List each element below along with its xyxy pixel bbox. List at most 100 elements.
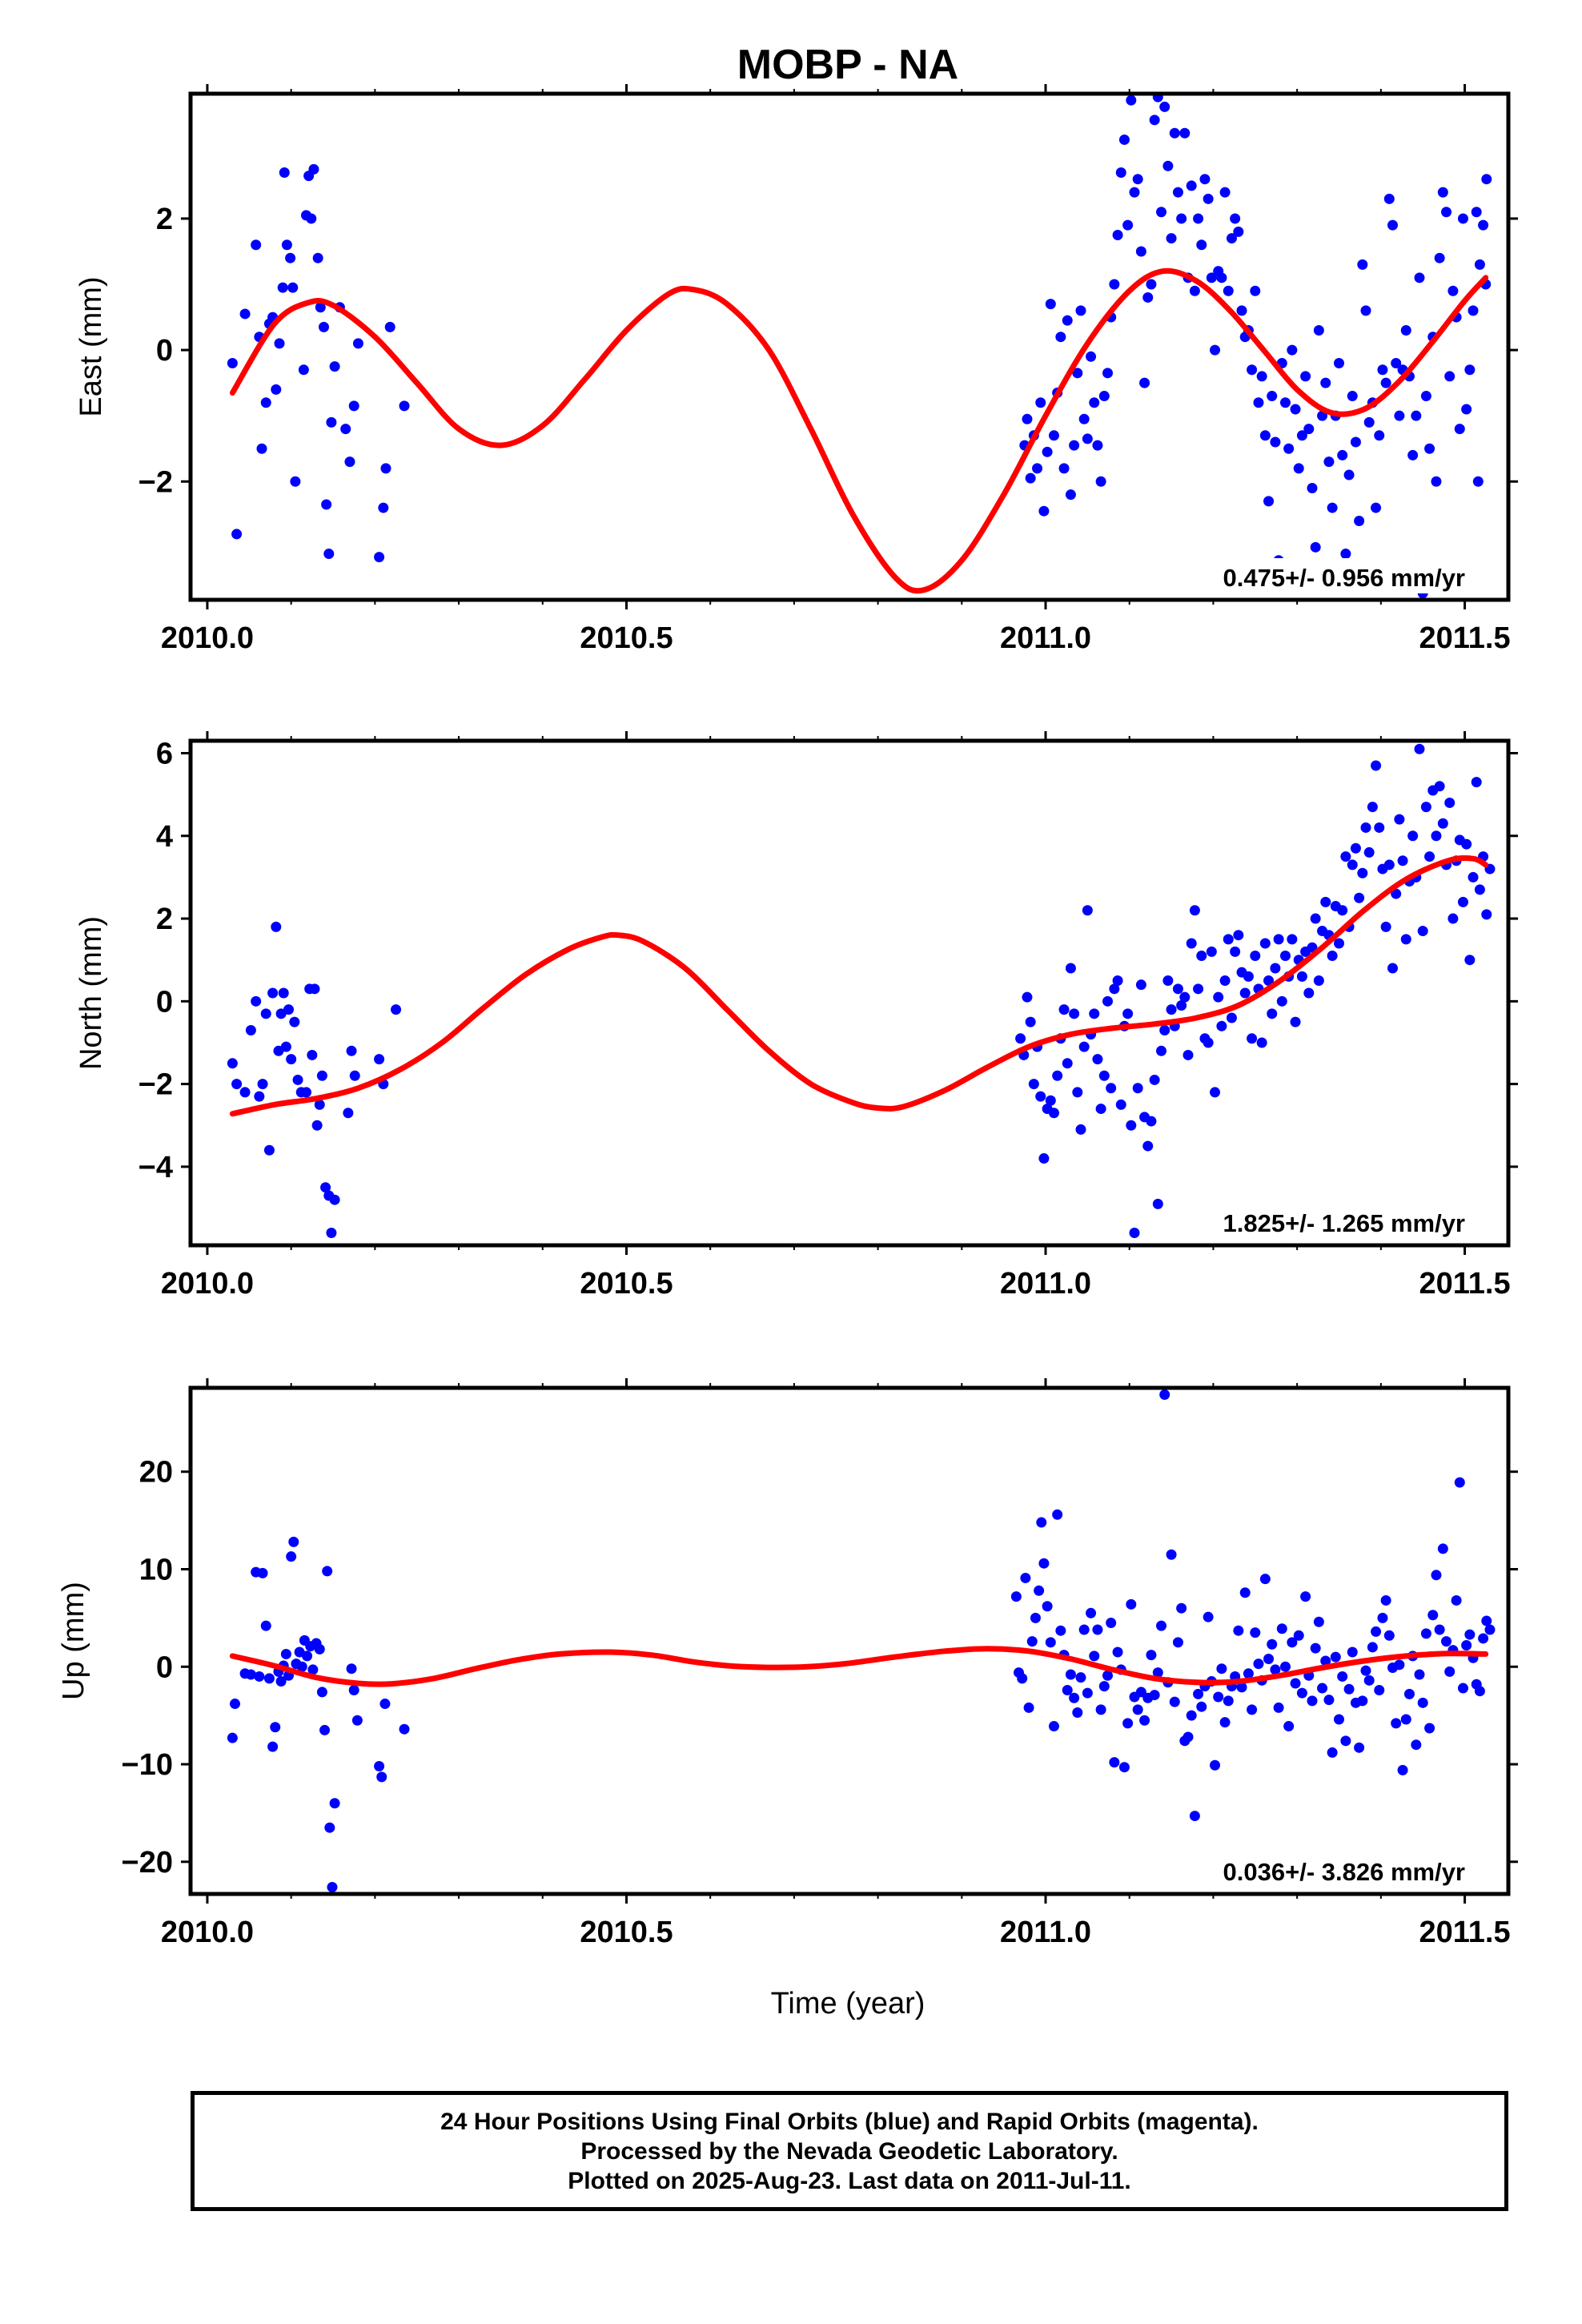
data-point <box>1189 905 1200 916</box>
data-point <box>1045 1095 1056 1106</box>
data-point <box>1333 938 1344 949</box>
data-point <box>1283 1721 1295 1732</box>
data-point <box>1387 219 1399 231</box>
data-point <box>1118 134 1130 145</box>
data-point <box>1323 456 1335 468</box>
data-point <box>1367 802 1378 813</box>
data-point <box>1098 1070 1110 1081</box>
data-point <box>1437 1543 1448 1554</box>
y-tick-label: 2 <box>156 903 173 936</box>
data-point <box>1226 233 1237 244</box>
data-point <box>1363 846 1375 858</box>
data-point <box>1343 1683 1355 1695</box>
data-point <box>1179 127 1191 139</box>
x-tick-label: 2010.0 <box>161 1916 254 1949</box>
data-point <box>1320 896 1331 907</box>
y-tick-label: 0 <box>156 1651 173 1684</box>
data-point <box>1279 951 1291 962</box>
data-point <box>1303 987 1315 999</box>
data-point <box>1146 279 1157 290</box>
data-point <box>1243 1668 1254 1679</box>
data-point <box>1169 127 1180 139</box>
data-point <box>1156 1620 1167 1631</box>
data-point <box>376 1771 387 1783</box>
data-point <box>399 1723 410 1735</box>
data-point <box>1354 516 1365 527</box>
data-point <box>1270 436 1281 448</box>
footer-line-orbits: 24 Hour Positions Using Final Orbits (bl… <box>440 2108 1259 2135</box>
data-point <box>1303 424 1315 435</box>
data-point <box>1380 1594 1391 1606</box>
x-tick-label: 2011.0 <box>1000 621 1091 655</box>
data-point <box>1367 1642 1378 1653</box>
data-point <box>1109 1757 1120 1768</box>
data-point <box>1159 1389 1170 1401</box>
data-point <box>1226 1012 1237 1023</box>
data-point <box>1407 830 1419 842</box>
data-point <box>1055 332 1066 343</box>
data-point <box>1219 187 1231 198</box>
data-point <box>1186 180 1197 191</box>
data-point <box>1203 1611 1214 1622</box>
data-point <box>1169 1696 1180 1707</box>
y-axis-label: Up (mm) <box>57 1582 90 1700</box>
data-point <box>1020 1572 1031 1583</box>
data-point <box>289 1016 300 1027</box>
data-point <box>309 983 320 995</box>
data-point <box>399 400 410 412</box>
panel-up: 2010.0 2010.5 2011.0 2011.5 20 10 0 −10 −20 Up (m… <box>57 1378 1518 1949</box>
footer-line-processed-by: Processed by the Nevada Geodetic Laborat… <box>580 2137 1118 2165</box>
fit-curve <box>229 854 1489 1117</box>
data-point <box>1149 115 1160 126</box>
data-point <box>1267 1008 1278 1019</box>
data-point <box>1095 476 1106 487</box>
data-point <box>1166 1549 1177 1560</box>
data-point <box>1400 934 1411 945</box>
velocity-rate-label: 0.036+/- 3.826 mm/yr <box>1223 1858 1465 1886</box>
data-point <box>323 549 335 560</box>
data-point <box>1069 1008 1080 1019</box>
data-point <box>1461 404 1472 415</box>
data-point <box>380 463 391 474</box>
data-point <box>1203 193 1214 204</box>
data-point <box>263 1144 275 1156</box>
data-point <box>1166 1004 1177 1015</box>
data-point <box>1247 1704 1258 1715</box>
data-point <box>1122 1008 1134 1019</box>
data-point <box>324 1822 335 1833</box>
data-point <box>1078 1624 1090 1635</box>
data-point <box>1038 505 1050 517</box>
data-point <box>1273 934 1284 945</box>
data-point <box>271 921 282 932</box>
data-point <box>1327 1747 1338 1758</box>
data-point <box>312 252 323 263</box>
data-point <box>1420 391 1431 402</box>
data-point <box>1045 299 1056 310</box>
y-tick-label: −10 <box>122 1748 173 1782</box>
data-point <box>302 1651 313 1662</box>
data-point <box>319 1724 331 1735</box>
data-point <box>1420 802 1431 813</box>
data-point <box>1444 797 1456 808</box>
data-point <box>329 1194 340 1205</box>
data-point <box>1152 94 1163 103</box>
data-point <box>351 1715 363 1726</box>
data-point <box>1176 213 1187 224</box>
data-point <box>1296 430 1307 441</box>
data-point <box>1290 1016 1301 1027</box>
data-point <box>1034 1585 1045 1596</box>
data-point <box>1380 377 1391 388</box>
data-point <box>1032 463 1043 474</box>
data-point <box>1259 938 1271 949</box>
data-point <box>1323 1695 1335 1706</box>
data-point <box>1444 371 1456 382</box>
data-point <box>1112 229 1123 240</box>
data-point <box>1293 463 1304 474</box>
data-point <box>1223 1695 1234 1707</box>
data-point <box>1296 1687 1307 1699</box>
data-point <box>1320 1655 1331 1667</box>
data-point <box>1256 371 1267 382</box>
data-point <box>1360 305 1371 316</box>
data-point <box>1149 1074 1160 1085</box>
